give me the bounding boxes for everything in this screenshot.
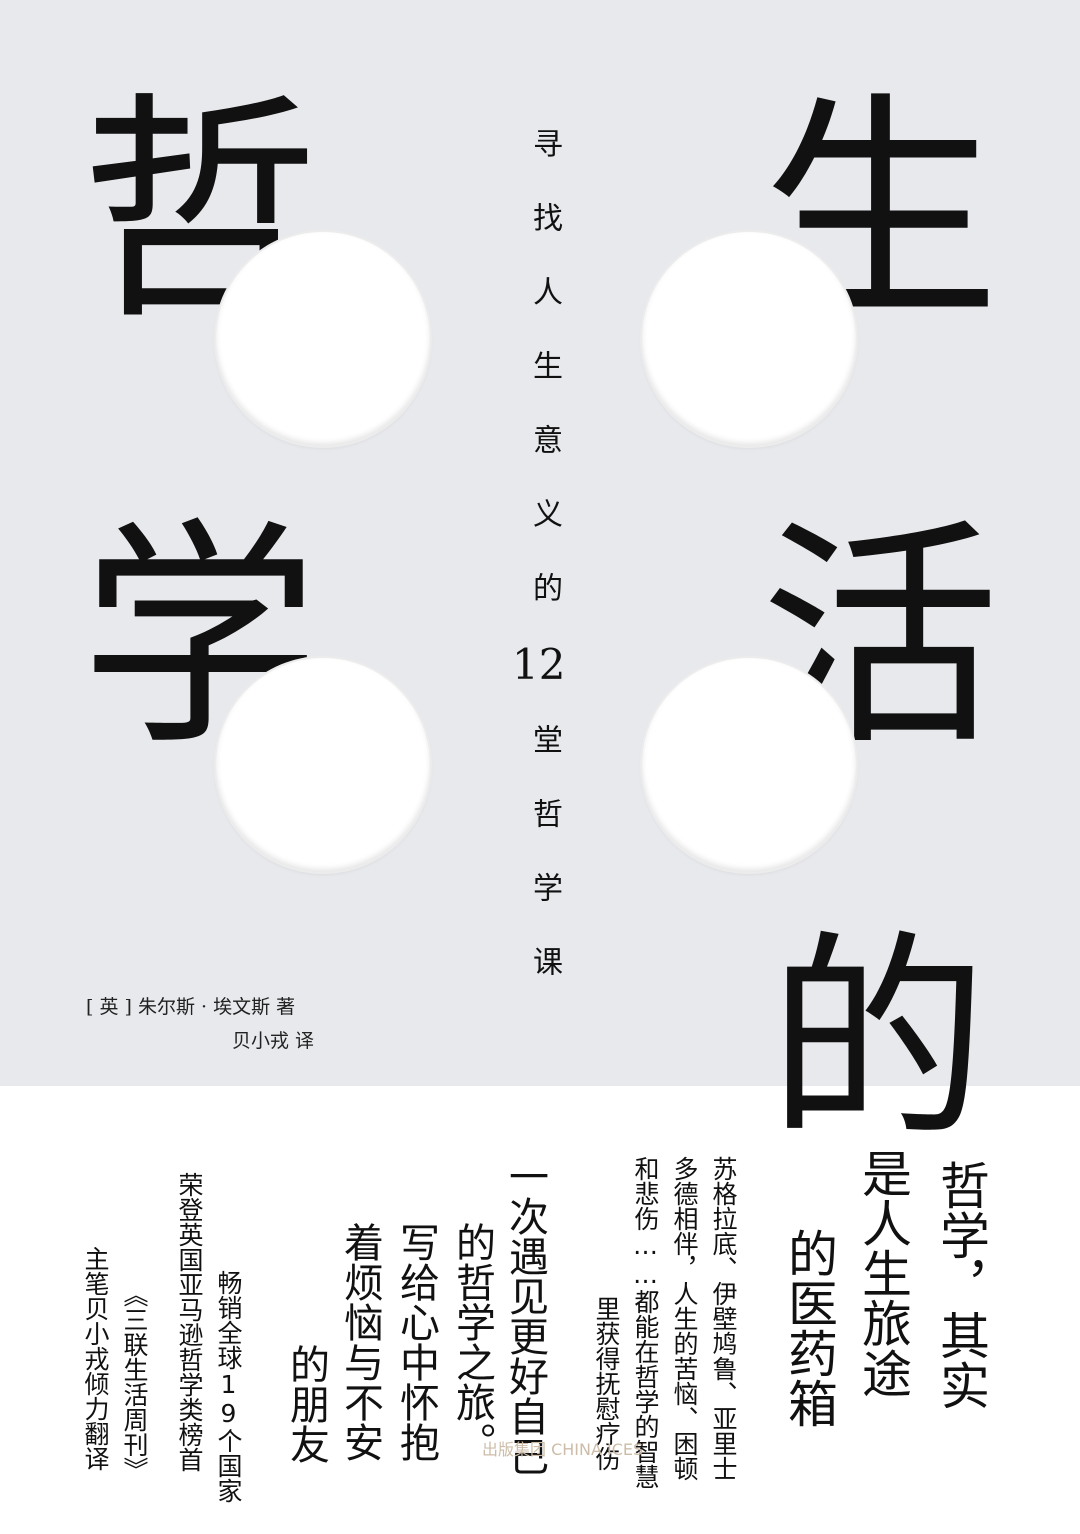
desc-col-2: 多德相伴，人生的苦恼、困顿 bbox=[670, 1156, 699, 1481]
subtitle-top: 寻找人生意义的 bbox=[527, 128, 562, 646]
circle-bottom-left bbox=[216, 658, 430, 872]
desc-col-4: 里获得抚慰疗伤 bbox=[592, 1296, 621, 1471]
cover-bottom-panel bbox=[0, 1086, 1080, 1534]
promo-col-4: 主笔贝小戎倾力翻译 bbox=[81, 1246, 110, 1471]
mid-col-2: 的哲学之旅。 bbox=[449, 1222, 495, 1462]
author-line: [ 英 ] 朱尔斯 · 埃文斯 著 bbox=[86, 996, 296, 1018]
circle-bottom-right bbox=[642, 658, 856, 872]
cover-top-panel bbox=[0, 0, 1080, 1086]
desc-col-1: 苏格拉底、伊壁鸠鲁、亚里士 bbox=[709, 1156, 738, 1481]
desc-col-3: 和悲伤……都能在哲学的智慧 bbox=[631, 1156, 660, 1489]
publisher-stamp: 出版集团 CHINA ICES bbox=[482, 1440, 644, 1459]
subtitle-bottom: 堂哲学课 bbox=[527, 724, 562, 1020]
slogan-col-1: 哲学，其实 bbox=[932, 1160, 990, 1410]
translator-line: 贝小戎 译 bbox=[232, 1030, 315, 1052]
mid-col-4: 着烦恼与不安 bbox=[337, 1222, 383, 1462]
circle-top-right bbox=[642, 232, 856, 446]
mid-col-3: 写给心中怀抱 bbox=[393, 1222, 439, 1462]
promo-col-1: 畅销全球19个国家 bbox=[214, 1270, 243, 1503]
slogan-col-3: 的医药箱 bbox=[780, 1228, 838, 1428]
slogan-col-2: 是人生旅途 bbox=[854, 1148, 912, 1398]
mid-col-1: 一次遇见更好自己 bbox=[502, 1156, 548, 1476]
title-char-de: 的 bbox=[768, 912, 989, 1168]
promo-col-3: 《三联生活周刊》 bbox=[120, 1282, 149, 1482]
promo-col-2: 荣登英国亚马逊哲学类榜首 bbox=[175, 1172, 204, 1472]
circle-top-left bbox=[216, 232, 430, 446]
subtitle-number: 12 bbox=[512, 640, 566, 689]
mid-col-5: 的朋友 bbox=[283, 1344, 329, 1464]
